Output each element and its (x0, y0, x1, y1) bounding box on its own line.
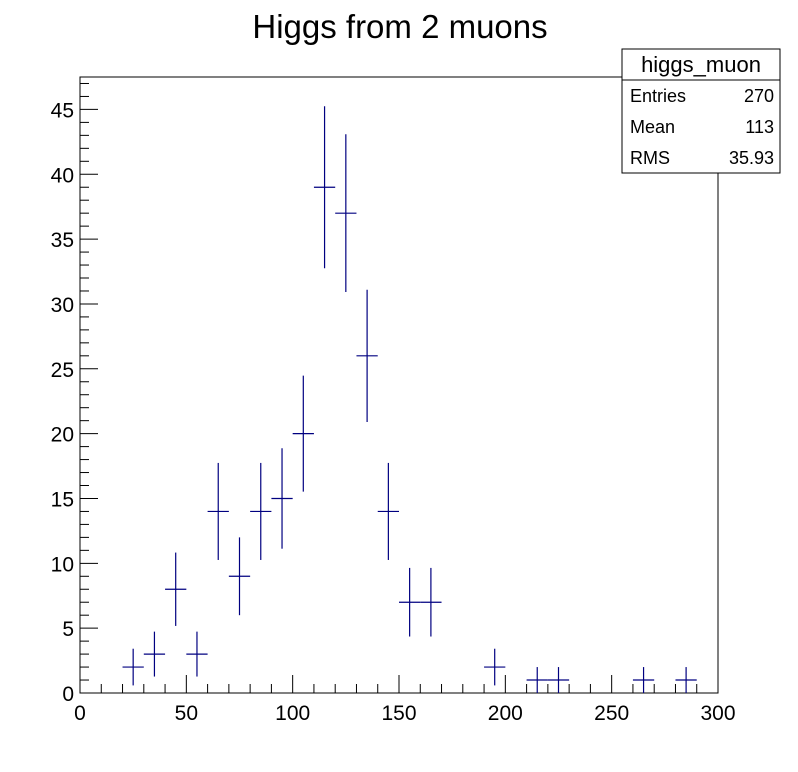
stats-box-name: higgs_muon (641, 52, 761, 77)
data-point (186, 631, 208, 677)
data-point (122, 648, 144, 686)
y-tick-label: 40 (51, 164, 74, 187)
data-point (335, 134, 357, 293)
stats-box: higgs_muon Entries 270 Mean 113 RMS 35.93 (621, 48, 781, 174)
data-point (271, 448, 293, 549)
data-point (526, 667, 548, 693)
x-tick-label: 300 (700, 702, 735, 725)
data-point (420, 567, 442, 637)
x-tick-label: 150 (381, 702, 416, 725)
chart-title: Higgs from 2 muons (252, 8, 547, 45)
data-point (356, 289, 378, 422)
y-tick-label: 25 (51, 359, 74, 382)
data-point (250, 462, 272, 560)
data-points (122, 106, 697, 693)
y-tick-label: 45 (51, 99, 74, 122)
x-tick-label: 100 (275, 702, 310, 725)
data-point (313, 106, 336, 269)
stats-box-border (621, 48, 781, 174)
data-point (632, 667, 655, 693)
x-tick-label: 0 (74, 702, 86, 725)
data-point (207, 462, 229, 560)
stats-value: 113 (745, 117, 774, 137)
data-point (292, 375, 314, 492)
data-point (484, 648, 506, 686)
y-tick-label: 35 (51, 229, 74, 252)
axes: 0 50 100 150 200 250 300 0 5 10 15 20 25 30 35 40 45 (51, 82, 736, 725)
stats-label: Entries (630, 86, 686, 106)
y-tick-label: 20 (51, 424, 74, 447)
y-tick-label: 10 (51, 553, 74, 576)
data-point (675, 667, 697, 693)
y-tick-label: 0 (62, 683, 74, 706)
data-point (228, 537, 251, 616)
data-point (377, 462, 399, 560)
x-tick-label: 200 (488, 702, 523, 725)
y-tick-label: 15 (51, 488, 74, 511)
stats-value: 35.93 (729, 148, 774, 168)
x-tick-label: 50 (175, 702, 198, 725)
data-point (547, 667, 570, 693)
data-point (165, 552, 187, 626)
data-point (143, 631, 166, 677)
data-point (399, 567, 421, 637)
y-tick-label: 30 (51, 294, 74, 317)
stats-value: 270 (744, 86, 774, 106)
x-tick-label: 250 (594, 702, 629, 725)
stats-label: RMS (630, 148, 670, 168)
stats-label: Mean (630, 117, 675, 137)
y-tick-label: 5 (62, 618, 74, 641)
